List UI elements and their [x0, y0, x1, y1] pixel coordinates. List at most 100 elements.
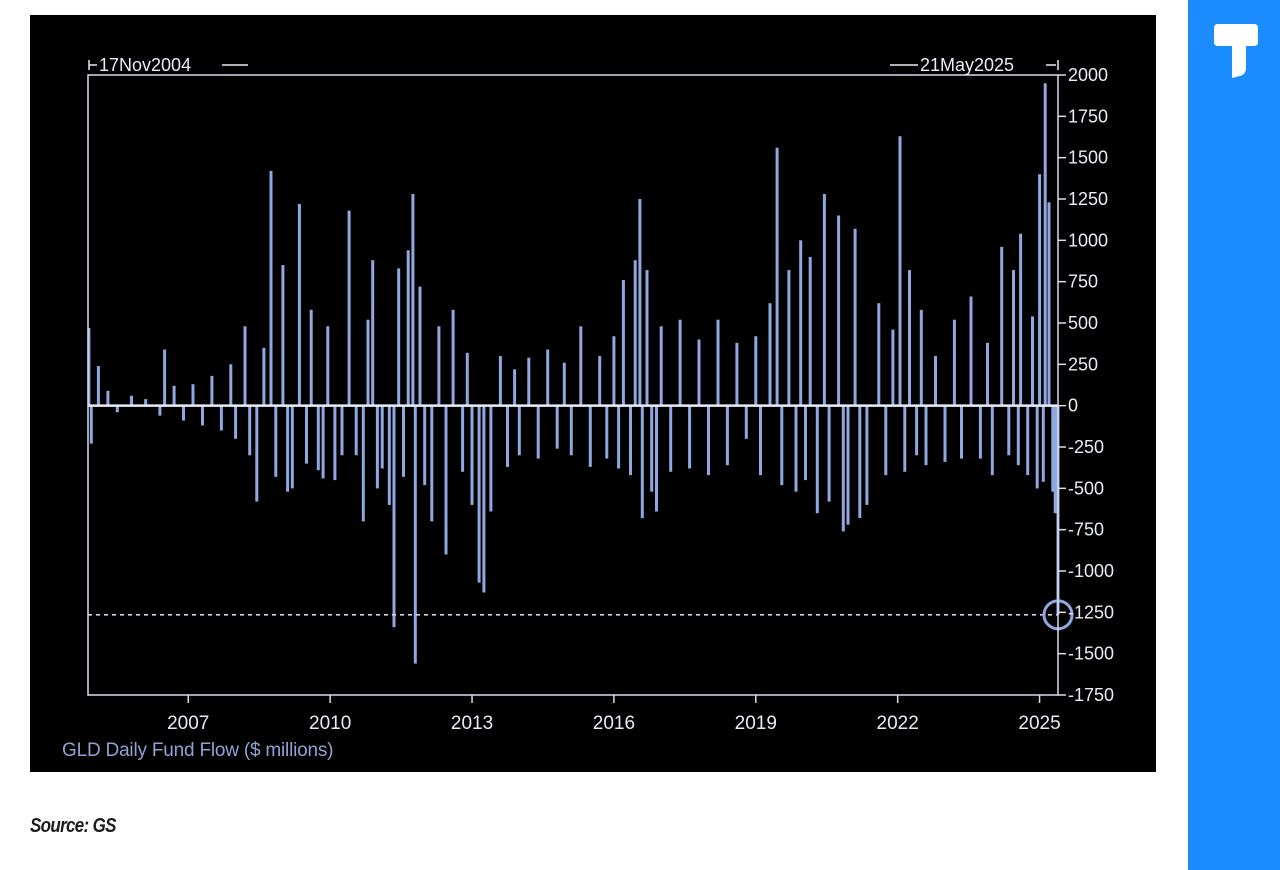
flow-bar [919, 309, 923, 406]
flow-bar [562, 362, 566, 406]
flow-bar [210, 375, 214, 406]
x-tick-label: 2013 [451, 713, 493, 734]
flow-bar [815, 405, 819, 514]
y-tick-label: 1000 [1068, 230, 1108, 250]
flow-bar [274, 405, 278, 477]
y-tick-label: 500 [1068, 313, 1098, 333]
flow-bar [219, 405, 223, 431]
flow-bar [546, 349, 550, 406]
flow-bar [960, 405, 963, 459]
flow-bar [482, 405, 486, 593]
flow-bar [846, 405, 850, 525]
flow-bar [248, 405, 252, 456]
flow-bar [392, 405, 396, 628]
y-tick-label: 250 [1068, 354, 1098, 374]
flow-bar [633, 260, 637, 406]
flow-bar [437, 326, 441, 406]
flow-bar [655, 405, 658, 512]
source-note: Source: GS [30, 815, 116, 837]
flow-bar [517, 405, 521, 456]
y-tick-label: 1500 [1068, 148, 1108, 168]
start-date-label: 17Nov2004 [99, 55, 191, 75]
x-tick-label: 2010 [309, 713, 351, 734]
flow-bar [924, 405, 928, 466]
flow-bar [158, 405, 162, 416]
flow-bar [640, 405, 644, 519]
flow-bar [884, 405, 888, 476]
flow-bar [144, 399, 148, 406]
flow-bar [1038, 174, 1042, 406]
flow-bar [638, 199, 642, 406]
flow-bar [908, 270, 911, 406]
flow-bar [172, 385, 176, 406]
flow-bar [527, 357, 531, 406]
flow-bar [430, 405, 434, 522]
flow-bar [1051, 405, 1055, 492]
x-tick-label: 2022 [877, 713, 919, 734]
flow-bar [163, 349, 167, 406]
flow-bar [411, 194, 415, 406]
flow-bar [735, 342, 739, 406]
flow-bar [1000, 246, 1004, 406]
x-tick-label: 2007 [167, 713, 209, 734]
flow-bar [1016, 405, 1020, 466]
flow-bar [182, 405, 185, 421]
y-tick-label: 0 [1068, 396, 1078, 416]
flow-bar [316, 405, 320, 471]
flow-bar [799, 240, 803, 406]
flow-bar [191, 384, 195, 406]
flow-bar [669, 405, 673, 472]
flow-bar [347, 210, 351, 406]
flow-bar [837, 215, 841, 406]
x-tick-label: 2025 [1018, 713, 1060, 734]
flow-bar [555, 405, 559, 449]
y-tick-label: -1750 [1068, 685, 1114, 705]
flow-bar [780, 405, 784, 486]
flow-bar [229, 364, 233, 406]
x-axis: 2007 2010 2013 2016 2019 2022 2025 [167, 695, 1061, 734]
flow-bar [262, 347, 266, 406]
flow-bar [286, 405, 290, 492]
flow-bar [465, 352, 469, 406]
flow-bar [621, 280, 625, 406]
flow-bar [1041, 405, 1045, 482]
flow-bar [489, 405, 493, 512]
flow-bar [915, 405, 919, 456]
flow-bar [853, 228, 857, 406]
flow-bar [808, 256, 812, 406]
flow-bar [1012, 270, 1015, 406]
flow-bar [1047, 202, 1051, 406]
flow-bar [96, 366, 100, 406]
flow-bar [804, 405, 807, 481]
flow-bar [688, 405, 692, 469]
flow-bar [775, 147, 779, 406]
flow-bar [990, 405, 994, 476]
flow-bar [645, 270, 649, 406]
flow-bar [375, 405, 379, 489]
flow-bar [397, 268, 401, 406]
flow-bar [629, 405, 632, 476]
flow-bar [406, 250, 410, 406]
flow-bar [650, 405, 654, 492]
flow-bar [1035, 405, 1039, 489]
flow-bar [759, 405, 762, 476]
flow-bar [333, 405, 337, 481]
flow-bar [877, 303, 881, 406]
flow-bar [707, 405, 710, 476]
flow-bar [1019, 233, 1023, 406]
flow-bar [787, 270, 791, 406]
flow-bar [725, 405, 729, 466]
flow-bar [952, 319, 956, 406]
flow-bar [934, 356, 937, 406]
chart-panel: 2000 1750 1500 1250 1000 750 500 250 0 -250 -500 -7… [30, 15, 1156, 772]
flow-bar [470, 405, 474, 505]
x-tick-label: 2016 [593, 713, 635, 734]
flow-bar [354, 405, 358, 456]
flow-bar [943, 405, 947, 462]
flow-bar [822, 194, 826, 406]
y-tick-label: -1000 [1068, 561, 1114, 581]
flow-bar [297, 204, 301, 406]
flow-bar [451, 309, 455, 406]
flow-bar [598, 356, 602, 406]
flow-bar [588, 405, 592, 467]
